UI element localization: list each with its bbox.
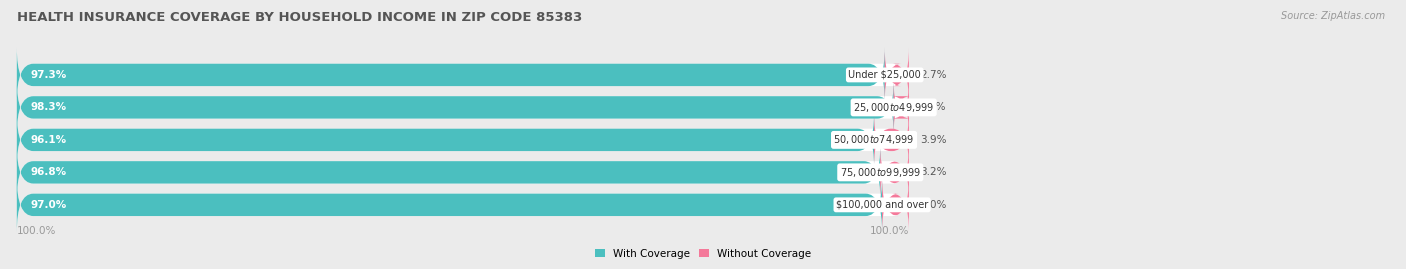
FancyBboxPatch shape (17, 112, 875, 168)
FancyBboxPatch shape (882, 177, 908, 233)
Text: 96.1%: 96.1% (31, 135, 66, 145)
FancyBboxPatch shape (17, 80, 894, 135)
Text: 3.0%: 3.0% (920, 200, 946, 210)
Text: Under $25,000: Under $25,000 (848, 70, 921, 80)
FancyBboxPatch shape (17, 145, 908, 200)
Text: $75,000 to $99,999: $75,000 to $99,999 (839, 166, 921, 179)
FancyBboxPatch shape (880, 145, 908, 200)
Text: $50,000 to $74,999: $50,000 to $74,999 (834, 133, 915, 146)
Text: 3.9%: 3.9% (920, 135, 946, 145)
Text: HEALTH INSURANCE COVERAGE BY HOUSEHOLD INCOME IN ZIP CODE 85383: HEALTH INSURANCE COVERAGE BY HOUSEHOLD I… (17, 11, 582, 24)
Text: $100,000 and over: $100,000 and over (837, 200, 928, 210)
Text: 97.3%: 97.3% (31, 70, 67, 80)
FancyBboxPatch shape (893, 80, 910, 135)
FancyBboxPatch shape (875, 112, 908, 168)
FancyBboxPatch shape (17, 177, 908, 233)
FancyBboxPatch shape (17, 80, 908, 135)
Text: 98.3%: 98.3% (31, 102, 66, 112)
FancyBboxPatch shape (884, 47, 908, 103)
FancyBboxPatch shape (17, 47, 884, 103)
Legend: With Coverage, Without Coverage: With Coverage, Without Coverage (595, 249, 811, 259)
Text: 1.7%: 1.7% (920, 102, 946, 112)
FancyBboxPatch shape (17, 177, 882, 233)
Text: 3.2%: 3.2% (920, 167, 946, 177)
Text: Source: ZipAtlas.com: Source: ZipAtlas.com (1281, 11, 1385, 21)
Text: 100.0%: 100.0% (17, 226, 56, 236)
Text: 100.0%: 100.0% (869, 226, 908, 236)
Text: 97.0%: 97.0% (31, 200, 67, 210)
Text: 96.8%: 96.8% (31, 167, 66, 177)
Text: $25,000 to $49,999: $25,000 to $49,999 (853, 101, 934, 114)
FancyBboxPatch shape (17, 145, 880, 200)
FancyBboxPatch shape (17, 47, 908, 103)
FancyBboxPatch shape (17, 112, 908, 168)
Text: 2.7%: 2.7% (920, 70, 946, 80)
